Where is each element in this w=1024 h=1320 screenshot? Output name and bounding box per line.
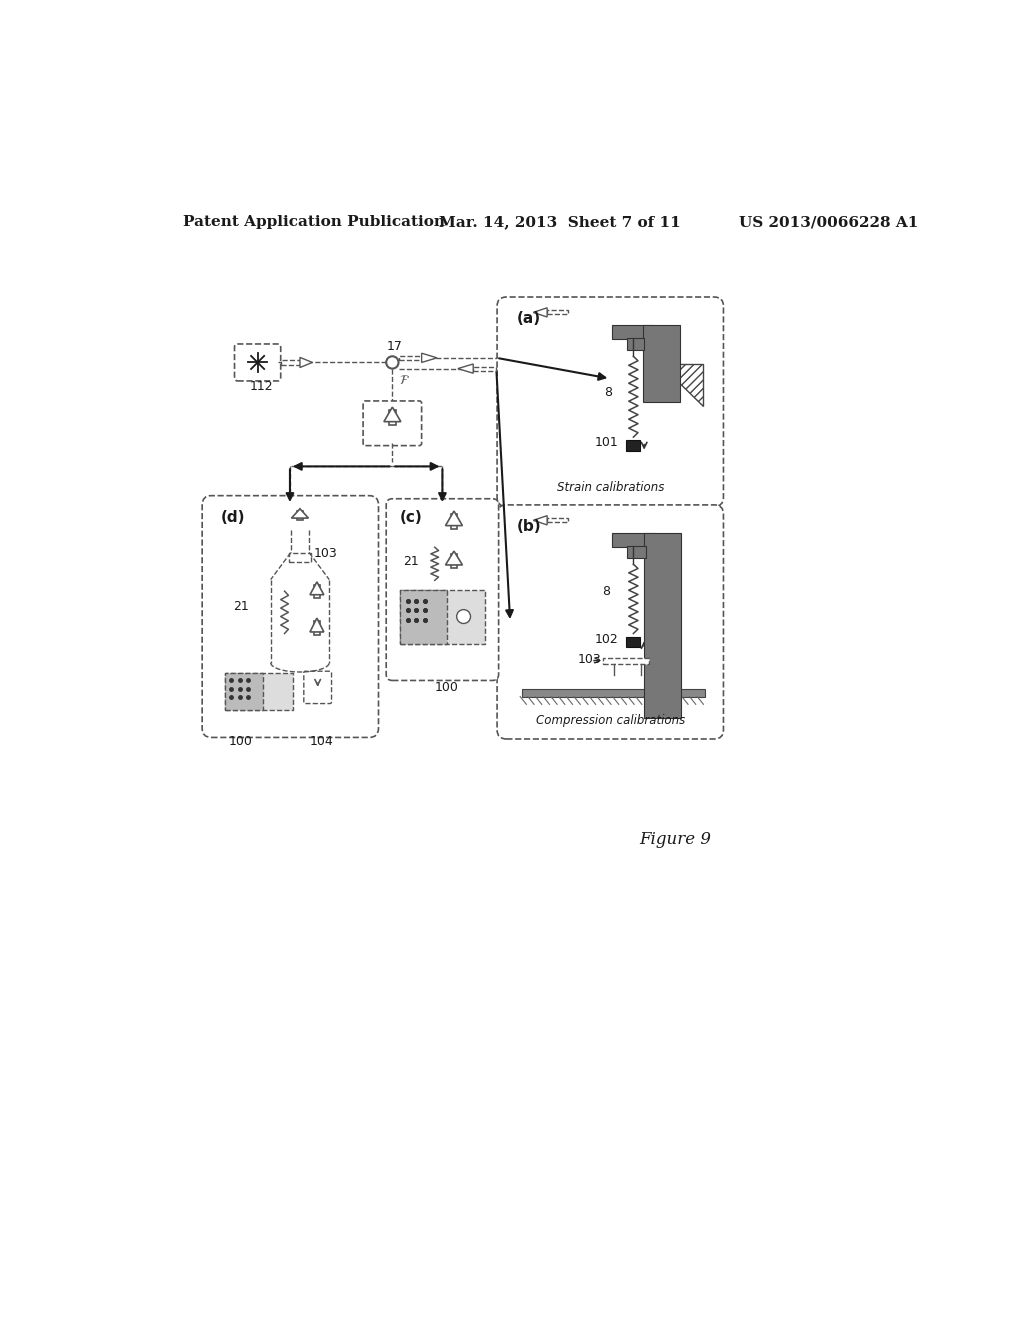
Bar bbox=[297, 511, 303, 520]
Text: 100: 100 bbox=[228, 735, 252, 748]
Text: Strain calibrations: Strain calibrations bbox=[557, 480, 664, 494]
Text: (d): (d) bbox=[220, 510, 245, 525]
Bar bbox=[400, 590, 484, 644]
Polygon shape bbox=[445, 552, 463, 565]
Polygon shape bbox=[458, 364, 473, 374]
FancyBboxPatch shape bbox=[364, 401, 422, 446]
Text: 103: 103 bbox=[578, 653, 602, 665]
Bar bbox=[473, 367, 497, 371]
Text: (b): (b) bbox=[517, 519, 542, 535]
Text: 103: 103 bbox=[313, 548, 338, 560]
Polygon shape bbox=[534, 516, 547, 525]
Bar bbox=[643, 326, 680, 403]
Bar bbox=[282, 360, 300, 364]
Bar bbox=[314, 622, 319, 635]
Bar bbox=[314, 585, 319, 598]
Text: 8: 8 bbox=[602, 585, 610, 598]
Text: Compression calibrations: Compression calibrations bbox=[536, 714, 685, 726]
Polygon shape bbox=[660, 364, 702, 407]
Text: Patent Application Publication: Patent Application Publication bbox=[183, 215, 444, 230]
Text: (c): (c) bbox=[400, 510, 423, 525]
Polygon shape bbox=[422, 354, 437, 363]
Bar bbox=[398, 356, 422, 360]
FancyBboxPatch shape bbox=[202, 496, 379, 738]
FancyBboxPatch shape bbox=[234, 345, 281, 381]
Text: $\mathcal{F}$: $\mathcal{F}$ bbox=[398, 374, 410, 387]
Polygon shape bbox=[300, 358, 312, 367]
Text: 17: 17 bbox=[386, 341, 402, 354]
Circle shape bbox=[457, 610, 470, 623]
Bar bbox=[225, 673, 293, 710]
Bar bbox=[627, 636, 640, 647]
Bar bbox=[547, 310, 568, 314]
Text: 21: 21 bbox=[403, 554, 419, 568]
Bar bbox=[628, 338, 644, 350]
Text: 102: 102 bbox=[595, 632, 618, 645]
Circle shape bbox=[386, 356, 398, 368]
Text: (a): (a) bbox=[517, 312, 542, 326]
Text: Figure 9: Figure 9 bbox=[639, 830, 711, 847]
FancyBboxPatch shape bbox=[304, 671, 332, 704]
Bar bbox=[602, 659, 649, 664]
Polygon shape bbox=[292, 508, 308, 519]
Text: 101: 101 bbox=[595, 437, 618, 449]
Bar bbox=[644, 533, 681, 718]
Bar bbox=[627, 441, 640, 451]
Bar bbox=[389, 411, 395, 425]
FancyBboxPatch shape bbox=[497, 297, 724, 507]
Bar bbox=[628, 545, 646, 558]
Text: 21: 21 bbox=[233, 601, 249, 614]
Bar bbox=[521, 689, 705, 697]
Bar bbox=[400, 590, 446, 644]
Polygon shape bbox=[310, 618, 324, 632]
Bar bbox=[451, 515, 458, 529]
Text: Mar. 14, 2013  Sheet 7 of 11: Mar. 14, 2013 Sheet 7 of 11 bbox=[438, 215, 680, 230]
Bar bbox=[611, 326, 654, 339]
Text: 100: 100 bbox=[435, 681, 459, 694]
Bar bbox=[547, 519, 568, 523]
Text: 104: 104 bbox=[310, 735, 334, 748]
Polygon shape bbox=[534, 308, 547, 317]
Polygon shape bbox=[445, 511, 463, 525]
Text: US 2013/0066228 A1: US 2013/0066228 A1 bbox=[739, 215, 919, 230]
Bar bbox=[451, 554, 458, 568]
Text: 112: 112 bbox=[250, 380, 273, 393]
Bar bbox=[611, 533, 656, 548]
Polygon shape bbox=[384, 407, 400, 421]
Bar bbox=[225, 673, 262, 710]
FancyBboxPatch shape bbox=[386, 499, 499, 681]
Bar bbox=[289, 553, 310, 562]
FancyBboxPatch shape bbox=[497, 506, 724, 739]
Text: 8: 8 bbox=[604, 387, 612, 400]
Polygon shape bbox=[310, 582, 324, 595]
